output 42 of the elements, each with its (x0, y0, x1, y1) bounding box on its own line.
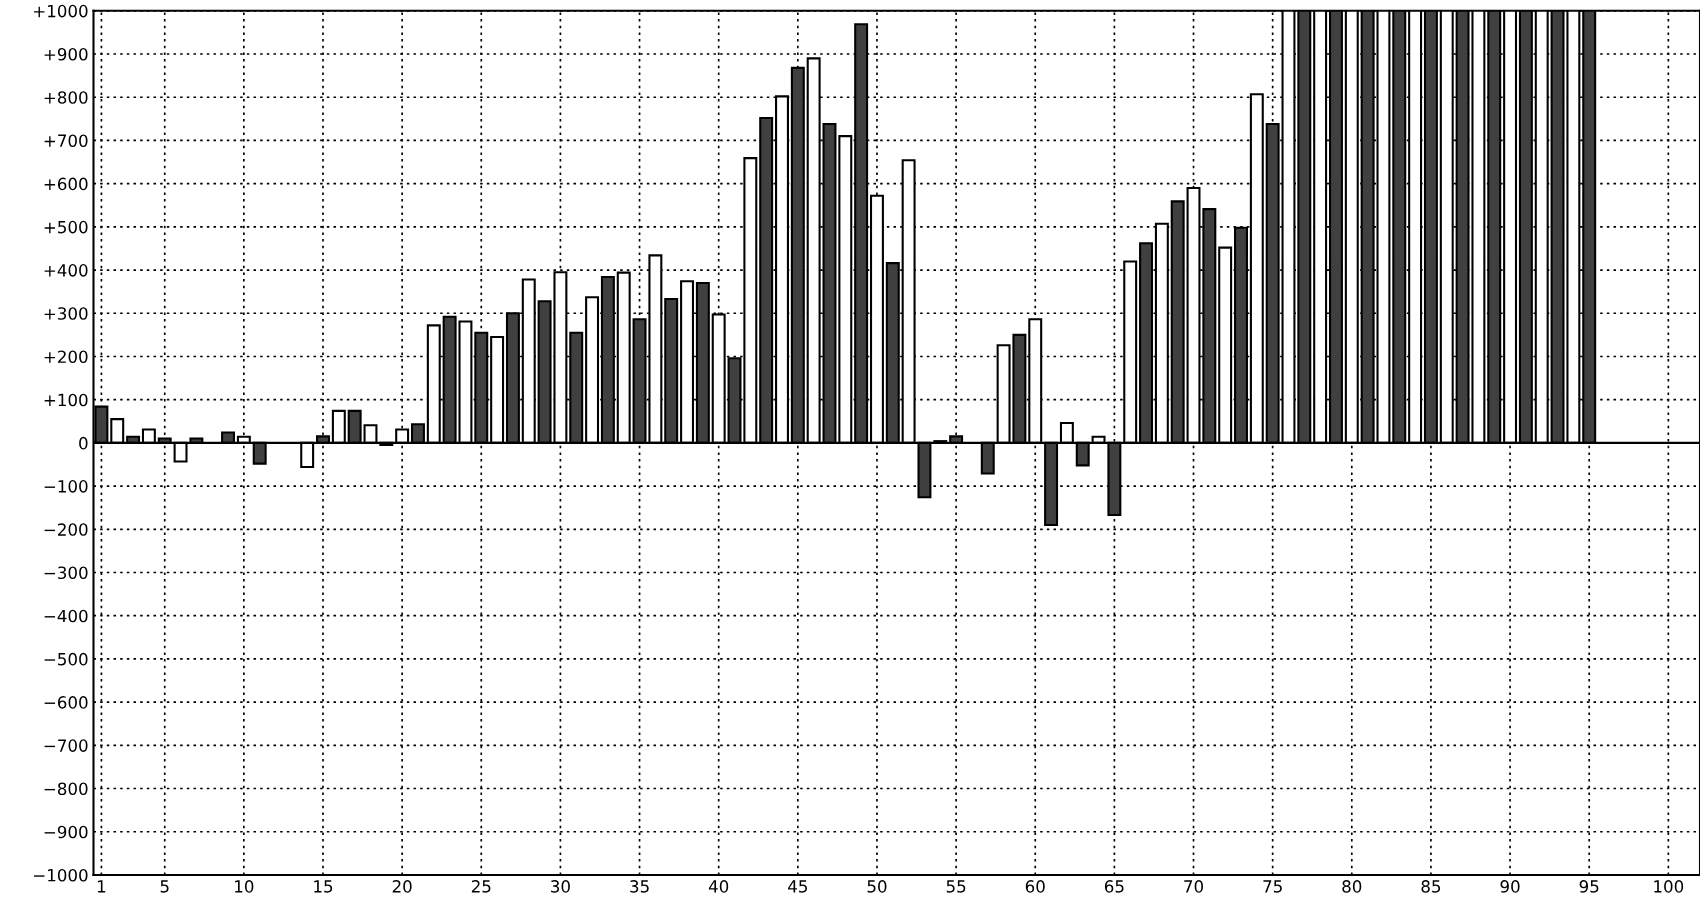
y-tick-label: −700 (44, 739, 88, 752)
x-tick-label: 55 (946, 880, 966, 893)
x-tick-label: 50 (867, 880, 887, 893)
y-tick-label: −500 (44, 652, 88, 666)
y-tick-label: +300 (44, 307, 88, 320)
x-tick-label: 85 (1421, 880, 1441, 893)
y-tick-label: +700 (44, 134, 88, 148)
y-tick-label: +1000 (34, 4, 88, 18)
y-tick-label: −800 (44, 782, 88, 796)
y-tick-label: −1000 (34, 868, 88, 882)
y-tick-label: +200 (44, 350, 88, 364)
y-tick-label: +500 (44, 220, 88, 234)
x-tick-label: 45 (788, 880, 807, 893)
x-tick-label: 1 (97, 880, 106, 893)
y-tick-label: +400 (44, 264, 88, 277)
y-tick-label: −600 (44, 696, 88, 709)
y-tick-label: −400 (44, 609, 88, 623)
x-tick-label: 80 (1342, 880, 1362, 893)
x-tick-label: 5 (160, 880, 169, 893)
x-tick-label: 65 (1104, 880, 1124, 893)
x-tick-label: 40 (708, 880, 729, 893)
y-tick-label: 0 (79, 436, 88, 450)
y-tick-label: −900 (44, 825, 88, 839)
x-tick-label: 10 (235, 880, 254, 893)
y-tick-label: +100 (44, 393, 88, 407)
y-tick-label: +800 (44, 91, 88, 104)
y-tick-label: +900 (44, 47, 88, 61)
x-tick-label: 90 (1500, 880, 1520, 893)
x-tick-label: 100 (1654, 880, 1684, 893)
x-tick-label: 95 (1579, 880, 1599, 893)
x-tick-label: 25 (471, 880, 491, 893)
y-tick-label: −200 (44, 523, 88, 536)
x-tick-label: 30 (551, 880, 570, 893)
y-tick-label: +600 (44, 177, 88, 191)
x-tick-label: 70 (1184, 880, 1204, 893)
x-tick-label: 60 (1025, 880, 1045, 893)
x-tick-label: 75 (1263, 880, 1282, 893)
x-tick-label: 35 (630, 880, 649, 893)
x-tick-label: 20 (392, 880, 412, 893)
x-tick-label: 15 (314, 880, 333, 893)
y-tick-label: −100 (44, 480, 88, 493)
y-tick-label: −300 (44, 566, 88, 580)
